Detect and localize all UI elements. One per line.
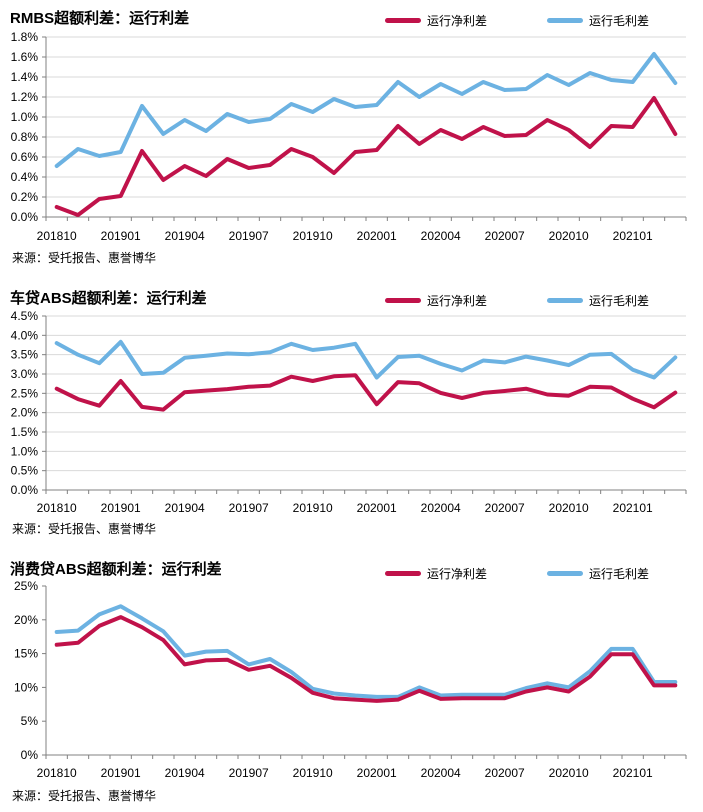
y-tick-label: 20% xyxy=(14,613,38,627)
y-tick-label: 0.2% xyxy=(11,190,39,204)
y-tick-label: 5% xyxy=(21,714,39,728)
y-tick-label: 1.5% xyxy=(11,425,39,439)
x-tick-label: 201904 xyxy=(165,229,205,243)
chart-panel-rmbs: RMBS超额利差：运行利差 运行净利差 运行毛利差 0.0% 0.2% 0.4% 0.… xyxy=(0,0,703,270)
x-tick-label: 201907 xyxy=(229,501,269,515)
y-tick-label: 3.0% xyxy=(11,367,39,381)
x-tick-label: 202004 xyxy=(421,229,461,243)
chart-plot-auto-abs: 0.0% 0.5% 1.0% 1.5% 2.0% 2.5% 3.0% 3.5% 4.0% 4.5%… xyxy=(11,309,687,515)
y-tick-label: 1.0% xyxy=(11,110,39,124)
y-tick-label: 4.5% xyxy=(11,309,39,323)
x-tick-label: 201810 xyxy=(37,766,77,780)
y-tick-label: 0.0% xyxy=(11,210,39,224)
chart-plot-rmbs: 0.0% 0.2% 0.4% 0.6% 0.8% 1.0% 1.2% 1.4% 1.6% 1.8%… xyxy=(11,30,687,243)
y-tick-label: 3.5% xyxy=(11,348,39,362)
source-note: 来源：受托报告、惠誉博华 xyxy=(12,522,157,536)
y-tick-label: 1.8% xyxy=(11,30,39,44)
y-tick-label: 1.2% xyxy=(11,90,39,104)
legend-net: 运行净利差 xyxy=(385,292,487,309)
y-tick-label: 2.5% xyxy=(11,386,39,400)
series-line-net xyxy=(54,96,678,217)
x-tick-label: 202101 xyxy=(613,501,653,515)
x-tick-label: 202007 xyxy=(485,229,525,243)
y-tick-label: 10% xyxy=(14,680,38,694)
x-tick-label: 201904 xyxy=(165,501,205,515)
legend-gross-swatch xyxy=(547,298,583,303)
y-tick-label: 0.4% xyxy=(11,170,39,184)
x-tick-label: 201907 xyxy=(229,766,269,780)
legend-gross-label: 运行毛利差 xyxy=(589,567,650,581)
y-tick-label: 1.6% xyxy=(11,50,39,64)
legend-net: 运行净利差 xyxy=(385,565,487,582)
legend-net: 运行净利差 xyxy=(385,12,487,29)
y-tick-label: 0.8% xyxy=(11,130,39,144)
x-tick-label: 201901 xyxy=(101,229,141,243)
chart-title: 车贷ABS超额利差：运行利差 xyxy=(10,290,207,307)
x-tick-label: 202004 xyxy=(421,766,461,780)
y-tick-label: 4.0% xyxy=(11,328,39,342)
x-tick-label: 201907 xyxy=(229,229,269,243)
x-tick-label: 202001 xyxy=(357,501,397,515)
x-tick-label: 201901 xyxy=(101,501,141,515)
chart-panel-auto-abs: 车贷ABS超额利差：运行利差 运行净利差 运行毛利差 0.0% 0.5% 1.0% 1… xyxy=(0,280,703,550)
series-line-net xyxy=(54,373,678,412)
chart-title: RMBS超额利差：运行利差 xyxy=(10,10,190,27)
y-tick-label: 15% xyxy=(14,647,38,661)
x-tick-label: 201910 xyxy=(293,501,333,515)
x-tick-label: 202001 xyxy=(357,766,397,780)
x-tick-label: 201810 xyxy=(37,501,77,515)
x-tick-label: 202001 xyxy=(357,229,397,243)
legend-gross: 运行毛利差 xyxy=(547,292,649,309)
x-tick-label: 201910 xyxy=(293,766,333,780)
x-tick-label: 201904 xyxy=(165,766,205,780)
y-tick-label: 0.5% xyxy=(11,464,39,478)
chart-panel-consumer-abs: 消费贷ABS超额利差：运行利差 运行净利差 运行毛利差 0% 5% 10% 15% 20… xyxy=(0,555,703,812)
series-line-gross xyxy=(54,52,678,168)
x-tick-label: 202007 xyxy=(485,501,525,515)
x-tick-label: 202101 xyxy=(613,766,653,780)
x-tick-label: 202010 xyxy=(549,229,589,243)
y-tick-label: 0.0% xyxy=(11,483,39,497)
x-tick-label: 201810 xyxy=(37,229,77,243)
y-tick-label: 0% xyxy=(21,748,39,762)
y-tick-label: 2.0% xyxy=(11,406,39,420)
series-line-net xyxy=(54,615,678,703)
chart-plot-consumer-abs: 0% 5% 10% 15% 20% 25% 201810 201901 201904 201907… xyxy=(14,579,687,780)
y-tick-label: 25% xyxy=(14,579,38,593)
series-line-gross xyxy=(54,604,678,699)
source-note: 来源：受托报告、惠誉博华 xyxy=(12,789,157,803)
y-tick-label: 0.6% xyxy=(11,150,39,164)
legend-net-swatch xyxy=(385,571,421,576)
legend-gross-swatch xyxy=(547,571,583,576)
x-tick-label: 201910 xyxy=(293,229,333,243)
y-tick-label: 1.4% xyxy=(11,70,39,84)
legend-gross-label: 运行毛利差 xyxy=(589,294,650,308)
series-line-gross xyxy=(54,339,678,380)
x-tick-label: 202010 xyxy=(549,501,589,515)
x-tick-label: 202004 xyxy=(421,501,461,515)
legend-net-swatch xyxy=(385,18,421,23)
legend-net-label: 运行净利差 xyxy=(427,294,488,308)
y-tick-label: 1.0% xyxy=(11,444,39,458)
x-tick-label: 202010 xyxy=(549,766,589,780)
legend-net-label: 运行净利差 xyxy=(427,14,488,28)
legend-gross-label: 运行毛利差 xyxy=(589,14,650,28)
legend-gross-swatch xyxy=(547,18,583,23)
x-tick-label: 202101 xyxy=(613,229,653,243)
legend-gross: 运行毛利差 xyxy=(547,565,649,582)
source-note: 来源：受托报告、惠誉博华 xyxy=(12,251,157,265)
x-tick-label: 202007 xyxy=(485,766,525,780)
legend-gross: 运行毛利差 xyxy=(547,12,649,29)
x-tick-label: 201901 xyxy=(101,766,141,780)
legend-net-swatch xyxy=(385,298,421,303)
legend-net-label: 运行净利差 xyxy=(427,567,488,581)
chart-title: 消费贷ABS超额利差：运行利差 xyxy=(10,561,222,578)
